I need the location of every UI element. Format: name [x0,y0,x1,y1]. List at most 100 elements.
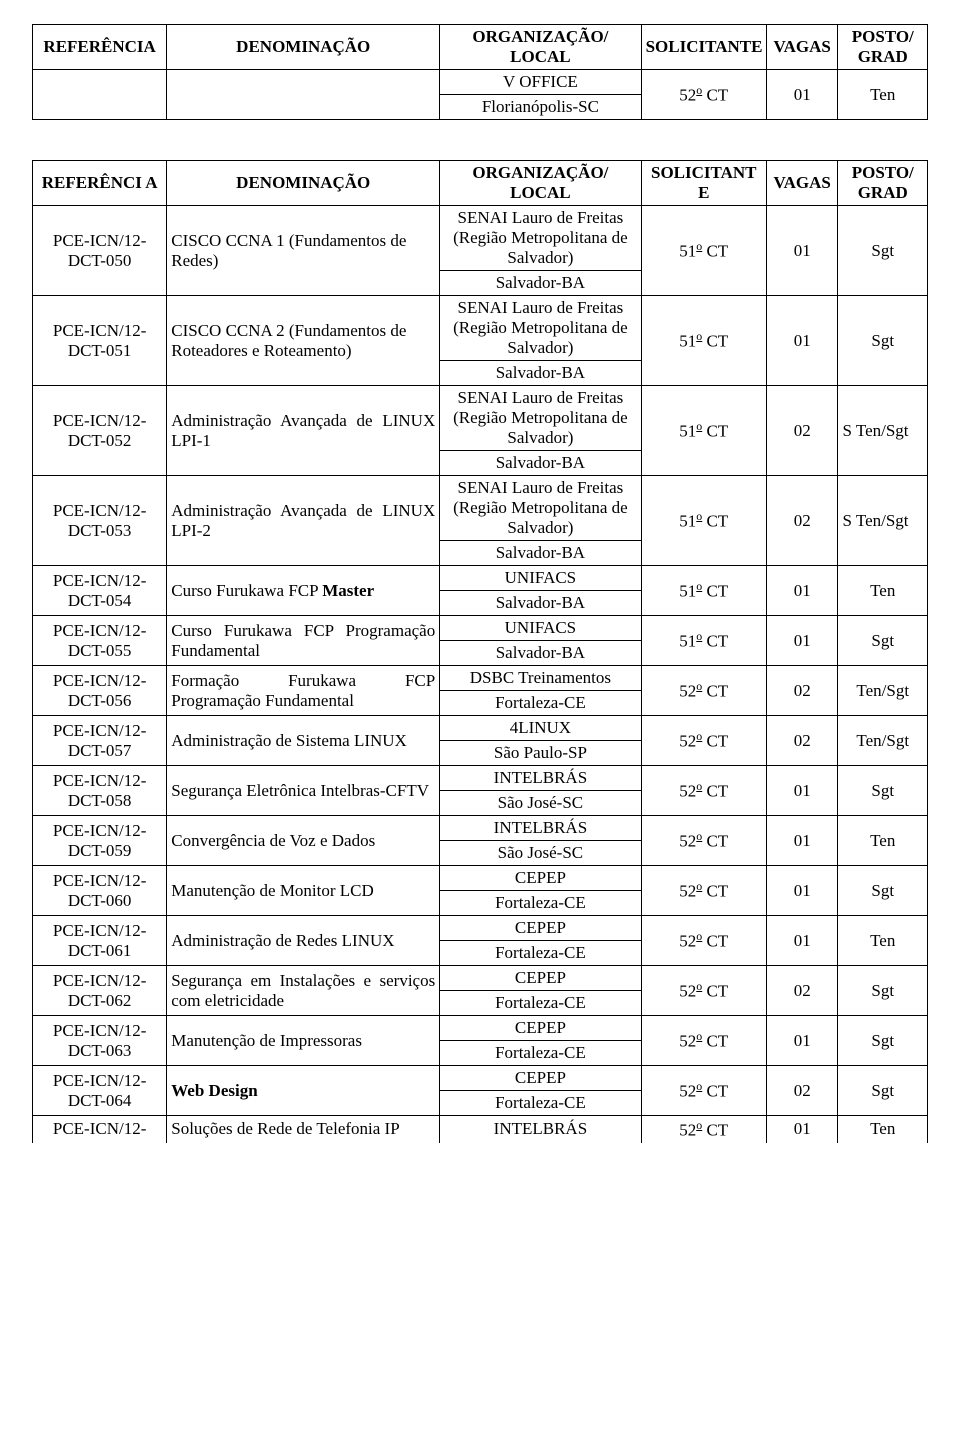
org-cell: 4LINUX [440,716,641,741]
top-org2: Florianópolis-SC [440,95,641,120]
org-cell: CEPEP [440,1016,641,1041]
org-cell-2: Fortaleza-CE [440,991,641,1016]
den-cell: Soluções de Rede de Telefonia IP [167,1116,440,1143]
org-cell-2: Fortaleza-CE [440,941,641,966]
ref-cell: PCE-ICN/12-DCT-052 [33,386,167,476]
vag-cell: 01 [766,1116,838,1143]
org-cell: CEPEP [440,866,641,891]
top-den-cell [167,70,440,120]
top-ref-cell [33,70,167,120]
sol-cell: 52o CT [641,1016,766,1066]
vag-cell: 02 [766,716,838,766]
top-grad: Ten [838,70,928,120]
org-cell-2: Salvador-BA [440,271,641,296]
org-cell: CEPEP [440,916,641,941]
ref-cell: PCE-ICN/12-DCT-056 [33,666,167,716]
den-cell: Web Design [167,1066,440,1116]
grad-cell: Sgt [838,616,928,666]
grad-cell: S Ten/Sgt [838,476,928,566]
ref-cell: PCE-ICN/12-DCT-057 [33,716,167,766]
top-hdr-vag: VAGAS [766,25,838,70]
vag-cell: 01 [766,566,838,616]
grad-cell: S Ten/Sgt [838,386,928,476]
org-cell: CEPEP [440,1066,641,1091]
sol-cell: 51o CT [641,296,766,386]
vag-cell: 01 [766,1016,838,1066]
main-hdr-ref: REFERÊNCI A [33,161,167,206]
sol-cell: 52o CT [641,1066,766,1116]
top-hdr-grad: POSTO/ GRAD [838,25,928,70]
ref-cell: PCE-ICN/12-DCT-054 [33,566,167,616]
org-cell: INTELBRÁS [440,766,641,791]
sol-cell: 51o CT [641,476,766,566]
grad-cell: Ten/Sgt [838,716,928,766]
den-cell: CISCO CCNA 2 (Fundamentos de Roteadores … [167,296,440,386]
grad-cell: Ten [838,916,928,966]
den-cell: Curso Furukawa FCP Master [167,566,440,616]
org-cell-2: Fortaleza-CE [440,1041,641,1066]
ref-cell: PCE-ICN/12-DCT-061 [33,916,167,966]
vag-cell: 02 [766,666,838,716]
main-hdr-vag: VAGAS [766,161,838,206]
ref-cell: PCE-ICN/12-DCT-062 [33,966,167,1016]
org-cell-2: Salvador-BA [440,451,641,476]
grad-cell: Sgt [838,866,928,916]
org-cell-2: Fortaleza-CE [440,891,641,916]
sol-cell: 52o CT [641,1116,766,1143]
sol-cell: 52o CT [641,766,766,816]
den-cell: Administração Avançada de LINUX LPI-2 [167,476,440,566]
org-cell-2: São Paulo-SP [440,741,641,766]
grad-cell: Sgt [838,1066,928,1116]
ref-cell: PCE-ICN/12-DCT-064 [33,1066,167,1116]
org-cell: SENAI Lauro de Freitas (Região Metropoli… [440,296,641,361]
den-cell: CISCO CCNA 1 (Fundamentos de Redes) [167,206,440,296]
grad-cell: Sgt [838,1016,928,1066]
top-hdr-org: ORGANIZAÇÃO/ LOCAL [440,25,641,70]
org-cell-2: Salvador-BA [440,541,641,566]
org-cell-2: São José-SC [440,841,641,866]
main-hdr-den: DENOMINAÇÃO [167,161,440,206]
ref-cell: PCE-ICN/12- [33,1116,167,1143]
vag-cell: 02 [766,386,838,476]
den-cell: Administração de Redes LINUX [167,916,440,966]
grad-cell: Sgt [838,296,928,386]
org-cell-2: Salvador-BA [440,591,641,616]
org-cell: UNIFACS [440,566,641,591]
main-hdr-grad: POSTO/ GRAD [838,161,928,206]
sol-cell: 51o CT [641,206,766,296]
den-cell: Manutenção de Impressoras [167,1016,440,1066]
den-cell: Administração de Sistema LINUX [167,716,440,766]
grad-cell: Ten [838,816,928,866]
ref-cell: PCE-ICN/12-DCT-059 [33,816,167,866]
grad-cell: Sgt [838,206,928,296]
main-table: REFERÊNCI A DENOMINAÇÃO ORGANIZAÇÃO/ LOC… [32,160,928,1143]
grad-cell: Ten [838,566,928,616]
main-hdr-sol: SOLICITANT E [641,161,766,206]
top-org1: V OFFICE [440,70,641,95]
den-cell: Curso Furukawa FCP Programação Fundament… [167,616,440,666]
sol-cell: 52o CT [641,866,766,916]
sol-cell: 52o CT [641,716,766,766]
org-cell-2: Fortaleza-CE [440,691,641,716]
vag-cell: 01 [766,866,838,916]
org-cell: SENAI Lauro de Freitas (Região Metropoli… [440,206,641,271]
top-hdr-ref: REFERÊNCIA [33,25,167,70]
vag-cell: 02 [766,476,838,566]
top-hdr-sol: SOLICITANTE [641,25,766,70]
vag-cell: 01 [766,206,838,296]
org-cell-2: Salvador-BA [440,361,641,386]
ref-cell: PCE-ICN/12-DCT-058 [33,766,167,816]
vag-cell: 01 [766,816,838,866]
sol-cell: 52o CT [641,666,766,716]
ref-cell: PCE-ICN/12-DCT-050 [33,206,167,296]
main-hdr-org: ORGANIZAÇÃO/ LOCAL [440,161,641,206]
grad-cell: Ten/Sgt [838,666,928,716]
org-cell: INTELBRÁS [440,1116,641,1143]
top-vag: 01 [766,70,838,120]
sol-cell: 51o CT [641,616,766,666]
ref-cell: PCE-ICN/12-DCT-053 [33,476,167,566]
den-cell: Segurança em Instalações e serviços com … [167,966,440,1016]
org-cell-2: Fortaleza-CE [440,1091,641,1116]
den-cell: Segurança Eletrônica Intelbras-CFTV [167,766,440,816]
vag-cell: 01 [766,766,838,816]
